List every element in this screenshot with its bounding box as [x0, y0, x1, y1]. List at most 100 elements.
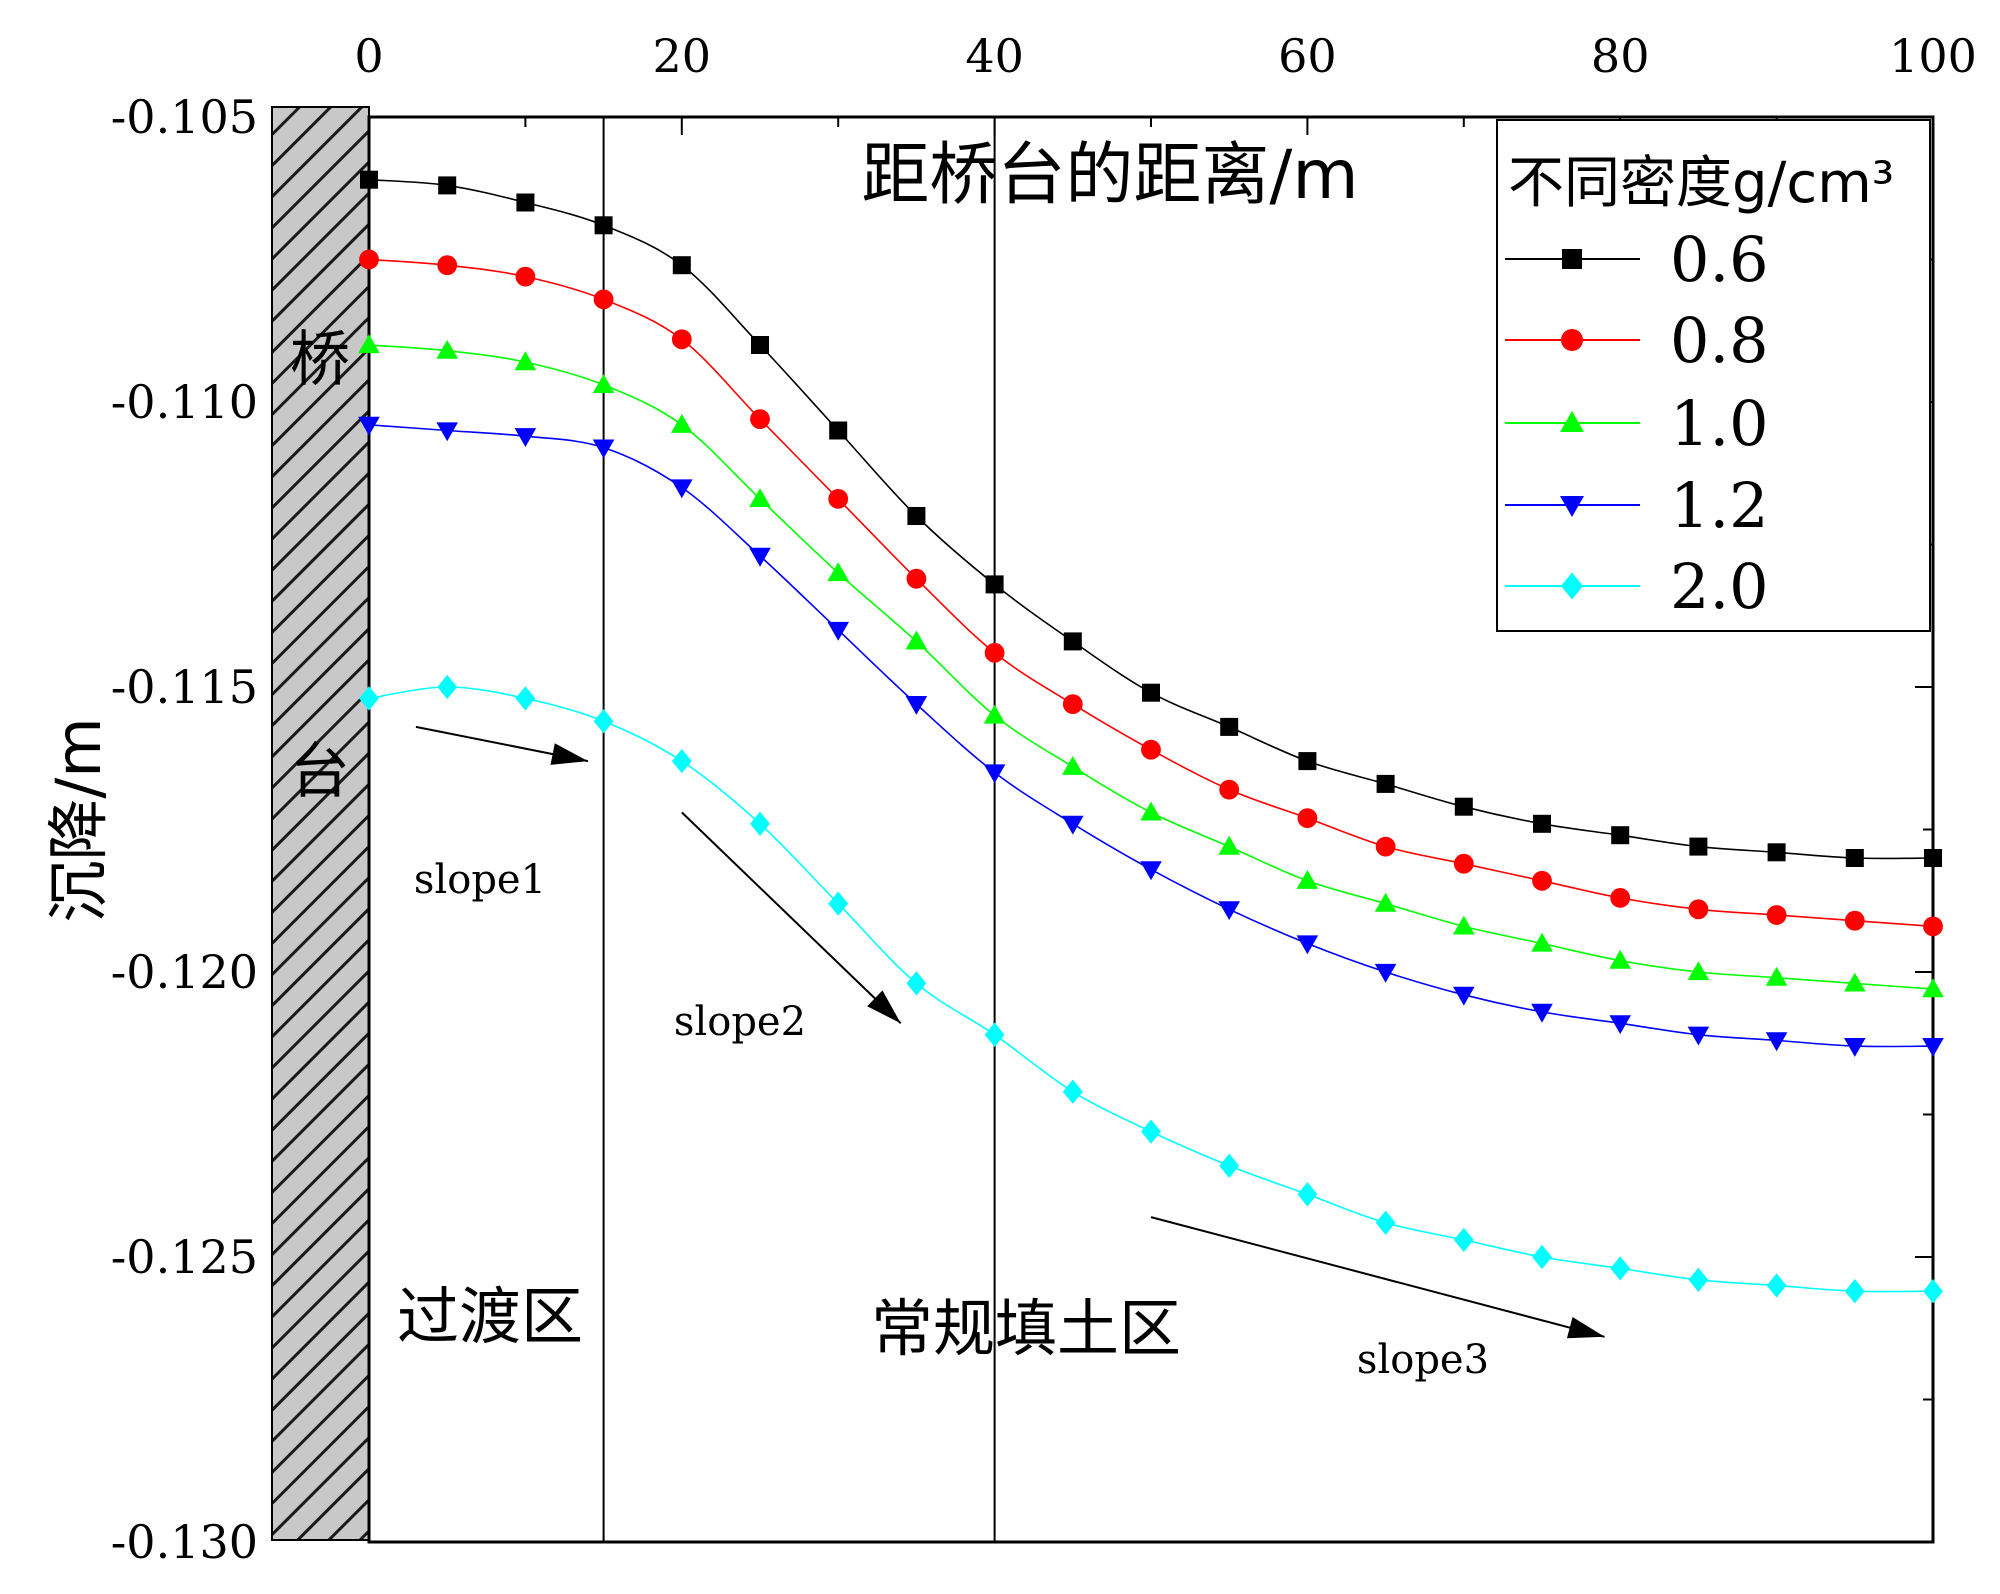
legend-marker	[1561, 572, 1583, 600]
series-1.0	[358, 334, 1944, 998]
data-point	[671, 414, 693, 433]
data-point	[905, 630, 928, 650]
y-axis-title: 沉降/m	[42, 717, 115, 922]
data-point	[1142, 683, 1160, 702]
slope-arrows	[415, 725, 1605, 1339]
data-point	[984, 642, 1005, 663]
data-point	[1922, 1038, 1944, 1057]
data-point	[1219, 1153, 1240, 1178]
data-point	[1298, 752, 1317, 771]
data-point	[1689, 837, 1708, 856]
data-point	[827, 562, 849, 582]
data-point	[594, 216, 613, 235]
series-0.6	[360, 170, 1942, 867]
data-point	[1375, 1210, 1396, 1235]
data-point	[1533, 814, 1551, 833]
data-point	[1063, 632, 1082, 651]
series-line	[368, 258, 1934, 928]
slope1-arrowhead	[550, 743, 588, 765]
data-point	[1923, 916, 1943, 937]
data-point	[436, 422, 458, 442]
data-point	[1609, 1015, 1631, 1035]
data-point	[1453, 1227, 1474, 1253]
data-point	[671, 329, 692, 350]
data-point	[1219, 779, 1240, 800]
legend-label: 1.0	[1670, 387, 1769, 460]
data-point	[828, 891, 849, 916]
legend-marker	[1560, 496, 1584, 517]
data-point	[593, 289, 614, 310]
legend-item-1.0: 1.0	[1505, 387, 1769, 460]
data-point	[358, 416, 380, 436]
data-point	[1844, 1279, 1865, 1304]
data-point	[1141, 1119, 1161, 1144]
data-point	[515, 686, 536, 711]
data-point	[985, 575, 1004, 594]
data-point	[1844, 910, 1865, 931]
data-point	[1140, 801, 1162, 821]
data-point	[1375, 836, 1396, 857]
legend-marker	[1560, 411, 1584, 432]
data-point	[672, 256, 691, 275]
data-point	[1453, 853, 1474, 874]
data-series	[358, 170, 1944, 1304]
y-tick-label: -0.120	[111, 945, 258, 999]
data-point	[906, 971, 927, 996]
slope3-arrow	[1150, 1216, 1605, 1338]
data-point	[1062, 756, 1084, 775]
data-point	[1140, 861, 1162, 881]
zone-fill-label: 常规填土区	[871, 1292, 1181, 1365]
series-line	[368, 424, 1934, 1048]
data-point	[1062, 694, 1083, 714]
data-point	[671, 748, 692, 774]
data-point	[829, 421, 848, 440]
data-point	[1611, 826, 1630, 845]
series-line	[368, 344, 1934, 990]
slope3-arrowhead	[1566, 1316, 1605, 1339]
data-point	[907, 507, 926, 525]
series-1.2	[358, 416, 1944, 1057]
x-tick-label: 60	[1278, 29, 1337, 83]
data-point	[358, 334, 380, 354]
data-point	[1454, 797, 1473, 816]
legend-item-1.2: 1.2	[1505, 469, 1769, 542]
data-point	[592, 374, 615, 393]
legend-marker	[1561, 329, 1583, 351]
y-tick-label: -0.115	[111, 660, 258, 714]
legend-box	[1496, 119, 1931, 632]
data-point	[1374, 963, 1397, 983]
data-point	[1687, 961, 1710, 981]
data-point	[1141, 739, 1161, 760]
data-point	[905, 696, 928, 715]
data-point	[1923, 1279, 1943, 1304]
y-tick-label: -0.130	[111, 1515, 258, 1569]
data-point	[906, 568, 927, 589]
zone-boundary-lines	[602, 117, 996, 1542]
data-point	[828, 489, 849, 509]
data-point	[1844, 1038, 1866, 1057]
slope3-label: slope3	[1357, 1337, 1489, 1383]
data-point	[1218, 835, 1240, 855]
data-point	[1845, 849, 1864, 867]
abutment-block	[271, 106, 370, 1541]
data-point	[750, 409, 770, 429]
slope2-arrowhead	[867, 990, 901, 1024]
data-point	[1610, 888, 1631, 908]
legend-label: 0.6	[1670, 223, 1769, 296]
data-point	[593, 709, 614, 734]
data-point	[1531, 1003, 1553, 1023]
data-point	[1296, 935, 1319, 955]
y-tick-label: -0.125	[111, 1230, 258, 1284]
data-point	[983, 704, 1006, 724]
data-point	[360, 170, 378, 189]
legend-item-0.8: 0.8	[1505, 304, 1769, 377]
data-point	[1297, 1182, 1318, 1207]
x-tick-label: 0	[354, 29, 383, 83]
data-point	[1297, 808, 1318, 828]
data-point	[750, 811, 770, 836]
data-point	[1687, 1026, 1710, 1046]
legend: 不同密度g/cm³ 0.6 0.8 1.0 1.2 2.0	[1496, 119, 1931, 632]
legend-item-0.6: 0.6	[1505, 223, 1769, 296]
data-point	[1765, 966, 1788, 986]
